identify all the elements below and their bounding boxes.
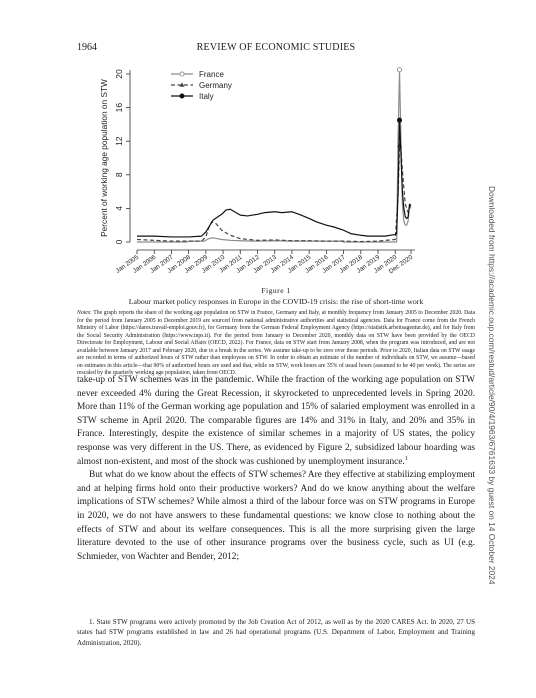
paragraph: take-up of STW schemes was in the pandem… <box>77 374 475 469</box>
legend-label: Italy <box>199 92 214 101</box>
figure-caption: Labour market policy responses in Europe… <box>128 297 424 306</box>
y-tick-label: 0 <box>114 239 124 244</box>
series-line <box>137 69 412 243</box>
paragraph-1-text: take-up of STW schemes was in the pandem… <box>77 375 475 467</box>
series-france <box>137 67 412 243</box>
series-line <box>136 144 412 243</box>
y-tick-label: 12 <box>114 136 124 146</box>
series-peak-marker <box>396 67 403 73</box>
paragraph: But what do we know about the effects of… <box>77 470 475 562</box>
legend-marker <box>179 93 185 99</box>
legend-label: Germany <box>199 81 232 90</box>
y-tick-label: 8 <box>114 172 124 177</box>
chart-series <box>136 67 412 243</box>
series-line <box>137 119 412 238</box>
series-germany <box>136 142 412 243</box>
y-tick-label: 16 <box>114 103 124 113</box>
stw-line-chart: 0 4 8 12 16 20 Percent of working age populati… <box>99 67 415 275</box>
body-text: take-up of STW schemes was in the pandem… <box>77 374 475 564</box>
chart-legend: France Germany Italy <box>171 70 232 101</box>
series-peak-marker <box>396 117 403 123</box>
page-number: 1964 <box>77 42 97 53</box>
y-tick-label: 20 <box>114 69 124 79</box>
notes-text: The graph reports the share of the worki… <box>77 310 476 377</box>
legend-label: France <box>199 70 224 79</box>
y-axis-title: Percent of working age population on STW <box>99 79 109 237</box>
legend-marker <box>179 82 185 87</box>
notes-label: Notes <box>77 310 91 316</box>
chart-axes: 0 4 8 12 16 20 Percent of working age populati… <box>99 69 415 275</box>
footnote-ref[interactable]: 1 <box>404 455 408 462</box>
footnote: 1. State STW programs were actively prom… <box>77 617 475 648</box>
series-italy <box>137 117 412 238</box>
footnote-text: 1. State STW programs were actively prom… <box>77 618 475 647</box>
journal-title: REVIEW OF ECONOMIC STUDIES <box>196 42 356 53</box>
figure-notes: Notes: The graph reports the share of th… <box>77 310 476 377</box>
figure-label: Figure 1 <box>261 286 291 295</box>
running-head: 1964 REVIEW OF ECONOMIC STUDIES <box>77 42 475 56</box>
y-tick-label: 4 <box>114 206 124 211</box>
legend-marker <box>179 71 185 77</box>
download-watermark: Downloaded from https://academic.oup.com… <box>487 186 497 585</box>
